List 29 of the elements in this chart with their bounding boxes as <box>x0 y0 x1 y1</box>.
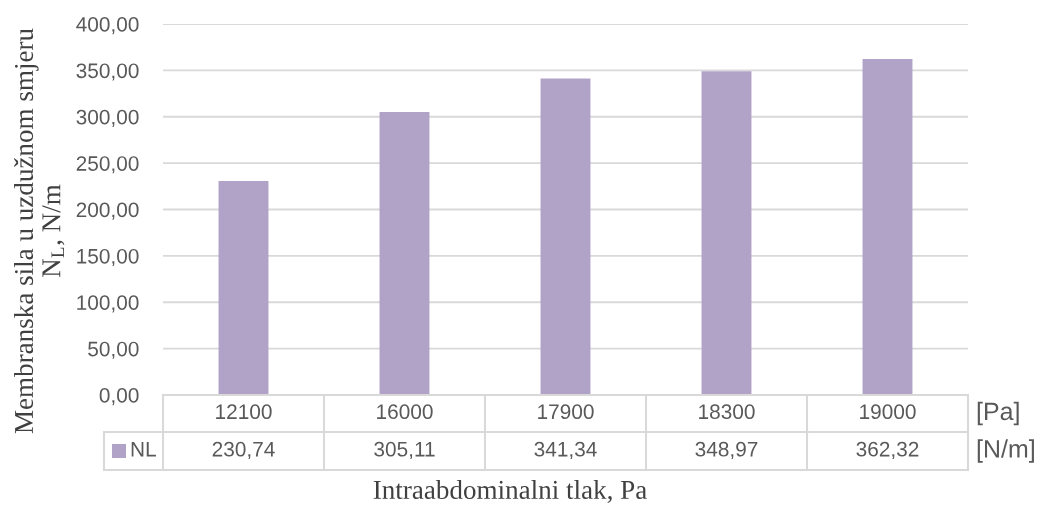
bar <box>540 78 591 395</box>
y-tick-label: 350,00 <box>76 63 139 81</box>
text: [Pa] <box>977 401 1019 426</box>
bar <box>218 180 269 395</box>
y-tick-label: 250,00 <box>76 156 139 174</box>
x-tick-label: 12100 <box>216 404 272 420</box>
x-axis-title: Intraabdominalni tlak, Pa <box>373 480 647 503</box>
data-label: 362,32 <box>856 441 919 460</box>
y-tick-label: 400,00 <box>76 17 139 35</box>
y-tick-label: 50,00 <box>88 341 139 359</box>
legend-label: NL <box>131 442 156 457</box>
x-tick-label: 16000 <box>377 404 433 420</box>
y-tick-label: 0,00 <box>99 388 139 406</box>
bar <box>862 58 913 395</box>
text: [N/m] <box>977 439 1034 463</box>
data-label: 305,11 <box>374 441 435 460</box>
y-tick-label: 150,00 <box>77 248 139 267</box>
data-label: 230,74 <box>212 441 275 460</box>
x-tick-label: 17900 <box>538 404 594 420</box>
bar <box>701 71 752 395</box>
x-tick-label: 19000 <box>860 404 916 420</box>
x-tick-label: 18300 <box>699 404 755 420</box>
data-label: 341,34 <box>534 441 597 460</box>
y-axis-title: Membranska sila u uzdužnom smjeru N$_{L}$, N/m <box>14 28 65 434</box>
y-tick-label: 100,00 <box>77 295 139 313</box>
data-label: 348,97 <box>695 441 758 460</box>
bar <box>379 112 430 395</box>
y-tick-label: 300,00 <box>76 109 139 127</box>
y-tick-label: 200,00 <box>76 202 139 220</box>
